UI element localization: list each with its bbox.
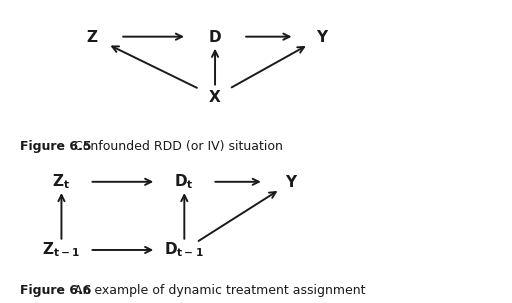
Text: Figure 6.5: Figure 6.5 (20, 140, 92, 153)
Text: $\mathbf{D}$: $\mathbf{D}$ (208, 29, 222, 45)
Text: $\mathbf{D_t}$: $\mathbf{D_t}$ (175, 172, 194, 191)
Text: $\mathbf{D_{t-1}}$: $\mathbf{D_{t-1}}$ (164, 241, 204, 259)
Text: $\mathbf{Z_{t-1}}$: $\mathbf{Z_{t-1}}$ (42, 241, 80, 259)
Text: $\mathbf{Y}$: $\mathbf{Y}$ (316, 29, 329, 45)
Text: Confounded RDD (or IV) situation: Confounded RDD (or IV) situation (74, 140, 283, 153)
Text: An example of dynamic treatment assignment: An example of dynamic treatment assignme… (74, 284, 366, 297)
Text: $\mathbf{Z}$: $\mathbf{Z}$ (86, 29, 98, 45)
Text: $\mathbf{X}$: $\mathbf{X}$ (208, 89, 222, 105)
Text: $\mathbf{Y}$: $\mathbf{Y}$ (285, 174, 298, 190)
Text: $\mathbf{Z_t}$: $\mathbf{Z_t}$ (52, 172, 71, 191)
Text: Figure 6.6: Figure 6.6 (20, 284, 92, 297)
